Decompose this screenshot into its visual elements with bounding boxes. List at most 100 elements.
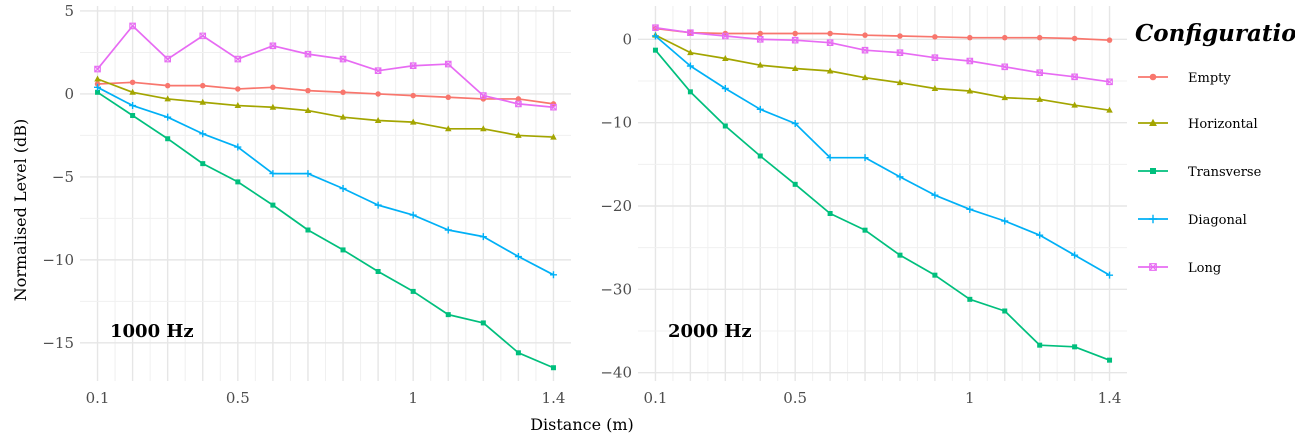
data-point-long [269, 42, 277, 50]
series-diagonal [651, 32, 1114, 279]
y-axis-title: Normalised Level (dB) [11, 119, 30, 302]
y-tick-label: −5 [52, 168, 74, 186]
data-point-empty [1106, 37, 1113, 43]
data-point-horizontal [374, 116, 382, 123]
legend-key-square-icon [1150, 168, 1156, 174]
data-point-horizontal [966, 87, 974, 94]
data-point-empty [897, 33, 903, 39]
data-point-horizontal [931, 85, 939, 91]
data-point-diagonal [269, 170, 277, 178]
y-tick-label: −40 [600, 364, 632, 382]
data-point-horizontal [722, 55, 729, 61]
data-point-long [896, 49, 904, 56]
data-point-transverse [1037, 342, 1043, 348]
data-point-long [304, 50, 312, 58]
data-point-transverse [270, 202, 276, 208]
data-point-horizontal [164, 95, 171, 102]
data-point-transverse [375, 268, 381, 274]
series-line-diagonal [654, 35, 1110, 276]
panel-label: 1000 Hz [110, 321, 194, 342]
data-point-diagonal [129, 102, 137, 110]
data-point-long [722, 32, 729, 40]
data-point-diagonal [94, 83, 102, 91]
data-point-diagonal [896, 173, 904, 181]
x-tick-label: 1.4 [542, 389, 566, 407]
series-line-horizontal [97, 78, 554, 138]
data-point-long [234, 55, 242, 63]
data-point-empty [375, 91, 381, 97]
data-point-horizontal [409, 118, 417, 125]
data-point-diagonal [1106, 271, 1114, 279]
data-point-transverse [1107, 357, 1113, 363]
y-tick-label: 0 [622, 30, 632, 48]
data-point-long [409, 62, 417, 70]
data-point-transverse [862, 227, 868, 233]
data-point-long [687, 29, 694, 36]
data-point-diagonal [861, 154, 869, 162]
panel-1000hz: 5 0 −5 −10 −15 0.1 0.5 1 1.4 1000 Hz [42, 2, 571, 407]
data-point-long [129, 22, 136, 30]
data-point-long [1001, 63, 1009, 71]
data-point-long [931, 54, 939, 61]
data-point-diagonal [339, 185, 347, 193]
data-point-long [966, 57, 974, 65]
series-long [94, 22, 557, 111]
data-point-horizontal [896, 79, 904, 86]
x-tick-label: 0.5 [226, 389, 250, 407]
x-tick-label: 0.5 [783, 389, 807, 407]
data-point-diagonal [1036, 231, 1044, 239]
data-point-long [480, 92, 487, 99]
data-point-empty [129, 79, 136, 86]
data-point-diagonal [966, 205, 974, 213]
data-point-transverse [827, 211, 833, 216]
data-point-empty [1036, 34, 1043, 41]
series-horizontal [94, 75, 557, 140]
y-tick-label: −30 [600, 280, 632, 298]
data-point-empty [1002, 34, 1008, 41]
x-tick-label: 0.1 [644, 389, 668, 407]
series-transverse [95, 89, 556, 371]
legend-item-long: Long [1138, 261, 1221, 276]
data-point-long [515, 100, 522, 108]
y-tick-label: −20 [600, 197, 632, 215]
legend-key-plus-icon [1148, 214, 1158, 224]
data-point-horizontal [445, 125, 452, 132]
data-point-transverse [757, 153, 763, 159]
data-point-horizontal [269, 103, 277, 110]
legend-label: Long [1188, 261, 1221, 276]
data-point-diagonal [791, 120, 799, 127]
data-point-transverse [1002, 308, 1008, 314]
data-point-long [1106, 78, 1113, 86]
data-point-empty [1071, 35, 1078, 42]
data-point-empty [757, 30, 763, 37]
data-point-long [94, 65, 101, 73]
legend-title: Configuration [1135, 20, 1295, 47]
data-point-empty [967, 34, 973, 41]
data-point-long [1036, 69, 1043, 76]
data-point-long [861, 46, 869, 54]
data-point-long [550, 103, 557, 111]
legend-key-triangle-icon [1149, 118, 1157, 126]
data-point-empty [862, 32, 868, 38]
series-transverse [652, 47, 1113, 363]
legend-key-square-cross-icon [1149, 263, 1157, 271]
x-tick-label: 1 [408, 389, 418, 407]
data-point-horizontal [234, 102, 242, 109]
data-point-diagonal [1001, 217, 1009, 225]
legend-label: Empty [1188, 71, 1231, 86]
data-point-horizontal [480, 125, 487, 132]
data-point-empty [792, 30, 798, 37]
data-point-diagonal [651, 32, 659, 40]
data-point-diagonal [1071, 251, 1079, 259]
series-empty [652, 25, 1113, 43]
data-point-horizontal [861, 74, 869, 81]
data-point-diagonal [409, 211, 417, 219]
data-point-long [374, 67, 382, 75]
data-point-empty [445, 94, 451, 101]
data-point-long [164, 55, 171, 63]
data-point-transverse [305, 227, 311, 233]
data-point-empty [340, 89, 346, 96]
data-point-diagonal [756, 105, 764, 113]
data-point-horizontal [304, 107, 312, 114]
